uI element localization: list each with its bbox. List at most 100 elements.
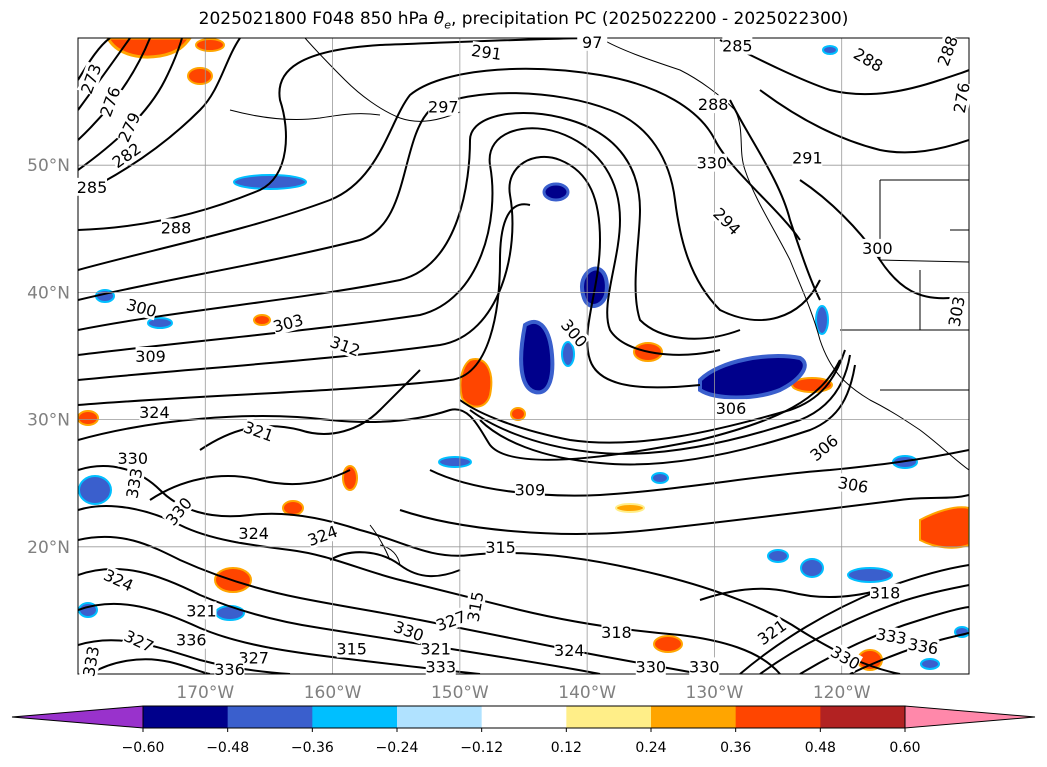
contour-label: 327 xyxy=(238,648,269,667)
contour-label-halo xyxy=(601,623,632,642)
contour-label: 291 xyxy=(792,148,823,168)
title-prefix: 2025021800 F048 850 hPa xyxy=(198,9,434,29)
aleutian-coastline xyxy=(229,109,381,121)
contour-label: 288 xyxy=(161,218,192,238)
precip-patch-positive xyxy=(459,358,493,408)
contour-label-halo xyxy=(836,473,870,496)
precip-patch-negative xyxy=(698,354,807,400)
lon-label: 130°W xyxy=(686,683,744,703)
precip-patch-negative xyxy=(78,475,112,505)
contour-line xyxy=(719,39,969,96)
contour-line xyxy=(479,364,856,466)
precip-patch-negative xyxy=(215,605,245,621)
colorbar-segment xyxy=(481,706,567,728)
contour-label-text: 315 xyxy=(485,538,516,557)
contour-label-text: 318 xyxy=(870,584,901,603)
contour-label-text: 324 xyxy=(139,403,170,422)
lon-label: 170°W xyxy=(176,683,234,703)
contour-line xyxy=(78,567,601,674)
map-plot-area xyxy=(78,38,969,674)
contour-label-halo xyxy=(238,523,269,542)
precip-patch-positive xyxy=(195,38,225,52)
contour-label-text: 300 xyxy=(862,239,893,258)
colorbar-tick-label: 0.24 xyxy=(635,740,666,756)
contour-label-text: 330 xyxy=(697,154,728,173)
precip-patch-negative xyxy=(438,456,472,468)
colorbar-tick-label: −0.12 xyxy=(460,740,503,756)
contour-label-halo xyxy=(79,644,103,678)
contour-label-text: 297 xyxy=(428,98,459,117)
lat-label: 50°N xyxy=(27,156,70,176)
contour-label-halo xyxy=(121,626,157,656)
longitude-labels: 170°W 160°W 150°W 140°W 130°W 120°W xyxy=(176,683,870,703)
colorbar-extend-low xyxy=(11,705,144,729)
contour-label-halo xyxy=(862,238,893,257)
contour-line xyxy=(78,127,721,356)
map-gridlines xyxy=(78,38,969,674)
coastlines xyxy=(229,38,969,566)
contour-label-text: 315 xyxy=(336,640,367,659)
contour-label: 300 xyxy=(862,238,893,258)
latitude-labels: 50°N 40°N 30°N 20°N xyxy=(27,156,70,558)
precip-negative-areas xyxy=(78,45,969,670)
contour-label-halo xyxy=(238,648,269,667)
contour-label-halo xyxy=(698,95,729,114)
contour-label-halo xyxy=(754,616,790,649)
contour-label-halo xyxy=(557,315,591,351)
contour-label: 333 xyxy=(425,657,456,676)
contour-line xyxy=(78,67,801,271)
contour-label-text: 330 xyxy=(689,657,720,676)
contour-label-halo xyxy=(161,218,192,237)
precip-patch-negative xyxy=(651,472,669,484)
contour-label: 288 xyxy=(698,95,729,114)
contour-label: 297 xyxy=(428,97,459,117)
contour-label-text: 309 xyxy=(515,481,546,500)
precip-patch-negative xyxy=(800,558,824,578)
contour-label-text: 291 xyxy=(792,149,823,168)
colorbar-segment xyxy=(143,706,229,728)
north-america-coastline xyxy=(599,38,969,471)
colorbar-segment xyxy=(651,706,737,728)
contour-label-text: 330 xyxy=(636,657,667,676)
contour-label-halo xyxy=(875,624,908,648)
contour-label-halo xyxy=(689,657,720,676)
precip-patch-positive xyxy=(510,407,526,421)
contour-label-halo xyxy=(214,659,245,678)
contour-label: 285 xyxy=(77,177,107,197)
state-borders xyxy=(840,179,969,391)
lat-label: 40°N xyxy=(27,283,70,303)
contour-label-halo xyxy=(715,399,746,418)
theta-e-contours xyxy=(78,38,969,674)
precip-patch-negative xyxy=(561,341,575,367)
contour-line xyxy=(729,99,821,301)
contour-label: 318 xyxy=(601,623,632,642)
contour-label-halo xyxy=(186,601,217,620)
contour-label: 303 xyxy=(945,295,969,328)
lon-label: 160°W xyxy=(304,683,362,703)
precip-patch-negative xyxy=(920,658,940,670)
colorbar-tick-label: −0.24 xyxy=(376,740,419,756)
precip-patch-positive xyxy=(187,67,213,85)
colorbar: −0.60 −0.48 −0.36 −0.24 −0.12 0.12 0.24 0.36 0.4… xyxy=(11,705,1036,756)
title-theta-subscript: e xyxy=(444,18,451,32)
contour-label-text: 324 xyxy=(554,641,585,660)
lon-label: 150°W xyxy=(431,683,489,703)
contour-label: 336 xyxy=(176,630,207,650)
contour-label-halo xyxy=(577,32,608,51)
contour-label: 321 xyxy=(186,601,217,620)
contour-line xyxy=(459,349,846,444)
contour-label-halo xyxy=(554,640,585,659)
contour-line xyxy=(469,354,851,455)
contour-label-text: 327 xyxy=(238,648,269,667)
precip-positive-areas xyxy=(78,38,969,671)
precip-patch-positive xyxy=(919,506,969,549)
contour-label-halo xyxy=(470,40,503,63)
contour-label-halo xyxy=(336,639,367,658)
contour-label-text: 324 xyxy=(238,524,269,543)
colorbar-tick-label: 0.12 xyxy=(551,740,582,756)
contour-label-text: 333 xyxy=(425,657,456,676)
contour-label: 333 xyxy=(122,467,146,500)
colorbar-segment xyxy=(397,706,483,728)
contour-label: 330 xyxy=(689,657,720,676)
